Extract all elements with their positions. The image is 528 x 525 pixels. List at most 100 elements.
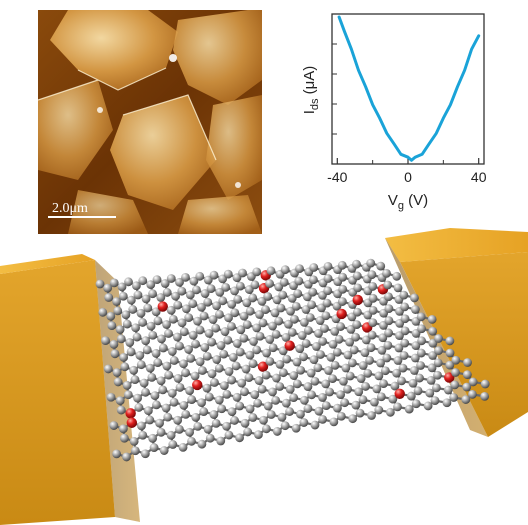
carbon-atom [202, 351, 212, 361]
bright-spot [97, 107, 103, 113]
carbon-atom [268, 343, 278, 353]
carbon-atom [276, 303, 286, 313]
carbon-atom [397, 376, 406, 386]
x-axis-label-unit: (V) [404, 192, 428, 209]
carbon-atom [265, 279, 274, 288]
carbon-atom [220, 327, 230, 336]
carbon-atom [186, 353, 196, 363]
carbon-atom [191, 412, 201, 422]
carbon-atom [383, 280, 393, 290]
carbon-atom [279, 277, 289, 287]
carbon-atom [181, 368, 190, 378]
carbon-atom [177, 318, 187, 328]
carbon-atom [400, 326, 410, 336]
carbon-atom [323, 262, 333, 271]
carbon-atom [130, 375, 140, 385]
graphene-flake [68, 190, 148, 234]
carbon-atom [390, 381, 400, 391]
carbon-atom [303, 404, 313, 413]
carbon-atom [216, 341, 226, 350]
carbon-atom [125, 338, 135, 347]
carbon-atom [268, 387, 277, 397]
carbon-atom [184, 313, 194, 323]
carbon-atom [112, 449, 122, 459]
carbon-atom [227, 375, 237, 385]
carbon-atom [142, 345, 152, 355]
carbon-atom [368, 318, 378, 328]
carbon-atom [132, 332, 142, 342]
carbon-atom [351, 332, 361, 342]
oxygen-atom [352, 294, 363, 306]
carbon-atom [167, 347, 177, 356]
carbon-atom [188, 330, 198, 340]
carbon-atom [131, 281, 141, 291]
carbon-atom [252, 323, 262, 333]
carbon-atom [146, 321, 156, 331]
carbon-atom [374, 371, 384, 381]
carbon-atom [215, 287, 225, 297]
carbon-atom [214, 363, 224, 373]
carbon-atom [393, 356, 403, 365]
carbon-atom [324, 366, 333, 375]
graphene-flake [178, 195, 262, 234]
carbon-atom [115, 396, 125, 406]
carbon-atom [140, 449, 150, 459]
carbon-atom [189, 276, 199, 286]
carbon-atom [330, 360, 340, 370]
carbon-atom [272, 427, 282, 436]
carbon-atom [209, 270, 219, 280]
carbon-atom [299, 352, 308, 362]
carbon-atom [329, 417, 339, 427]
carbon-atom [150, 391, 160, 401]
x-tick-label: -40 [327, 169, 347, 185]
carbon-atom [442, 398, 452, 408]
carbon-atom [185, 427, 194, 437]
carbon-atom [285, 384, 295, 394]
x-tick-label: 0 [404, 169, 412, 185]
carbon-atom [348, 414, 358, 424]
carbon-atom [223, 269, 233, 279]
carbon-atom [244, 373, 254, 382]
carbon-atom [235, 401, 245, 411]
carbon-atom [367, 270, 377, 280]
carbon-atom [307, 390, 317, 400]
transfer-curve-line [337, 15, 481, 162]
carbon-atom [278, 290, 288, 300]
carbon-atom [103, 283, 113, 293]
carbon-atom [328, 374, 337, 383]
carbon-atom [369, 397, 379, 407]
carbon-atom [227, 407, 237, 417]
carbon-atom [109, 421, 119, 430]
carbon-atom [156, 376, 166, 386]
carbon-atom [416, 361, 425, 370]
carbon-atom [408, 378, 418, 388]
carbon-atom [110, 349, 120, 359]
carbon-atom [340, 398, 350, 408]
carbon-atom [376, 358, 385, 368]
carbon-atom [109, 278, 119, 288]
carbon-atom [112, 368, 122, 377]
carbon-atom [321, 311, 331, 321]
carbon-atom [228, 352, 238, 362]
carbon-atom [379, 379, 388, 389]
carbon-atom [224, 366, 234, 376]
carbon-atom [162, 288, 172, 297]
carbon-atom [210, 378, 219, 387]
carbon-atom [366, 343, 376, 353]
carbon-atom [118, 291, 128, 301]
carbon-atom [281, 333, 291, 342]
carbon-atom [349, 345, 359, 355]
carbon-atom [434, 346, 443, 356]
carbon-atom [297, 331, 307, 340]
carbon-atom [197, 398, 206, 408]
carbon-atom [315, 316, 325, 325]
carbon-atom [410, 305, 420, 314]
carbon-atom [261, 305, 270, 314]
carbon-atom [351, 400, 361, 410]
carbon-atom [95, 279, 105, 289]
carbon-atom [388, 394, 398, 404]
carbon-atom [207, 337, 217, 347]
carbon-atom [166, 274, 176, 283]
carbon-atom [197, 439, 207, 449]
carbon-atom [430, 396, 440, 406]
